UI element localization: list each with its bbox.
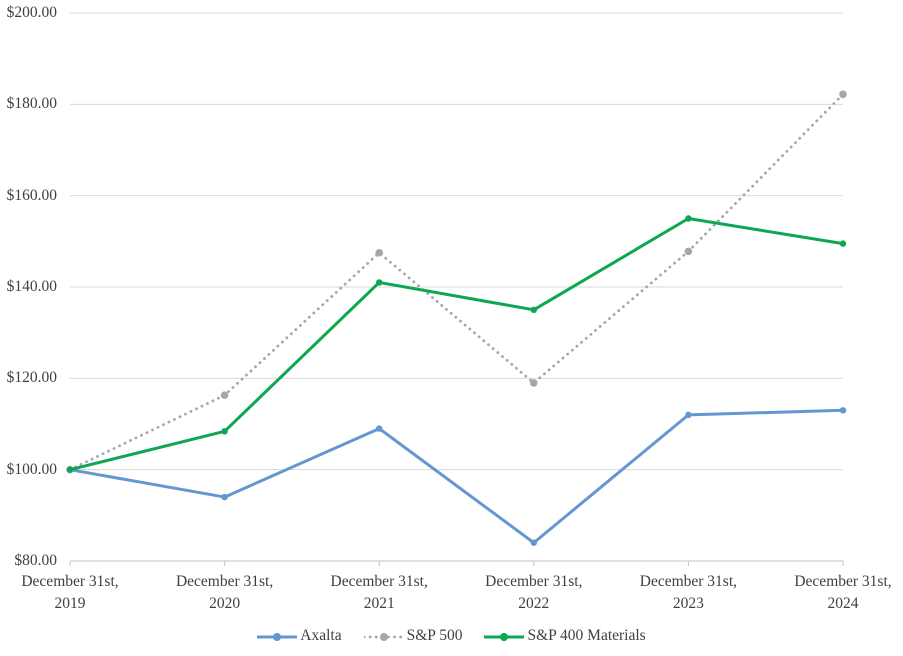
x-axis-category-label: December 31st, 2021 [330, 573, 428, 612]
y-axis-tick-label: $140.00 [6, 278, 57, 295]
x-axis-category-label: December 31st, 2019 [21, 573, 119, 612]
legend-item-sp400-materials: S&P 400 Materials [484, 627, 646, 645]
axalta-line-icon [257, 630, 298, 642]
legend-label: S&P 400 Materials [527, 627, 646, 644]
sp500-dotted-line-icon [362, 630, 405, 642]
y-axis-tick-label: $100.00 [6, 460, 57, 478]
x-axis-category-label: December 31st, 2023 [639, 573, 738, 612]
sp400-materials-line-icon [484, 630, 525, 642]
legend-label: S&P 500 [406, 627, 463, 644]
x-axis-category-label: December 31st, 2020 [175, 573, 274, 612]
y-axis-tick-label: $180.00 [6, 95, 57, 113]
legend-item-axalta: Axalta [257, 627, 342, 645]
y-axis-tick-label: $80.00 [14, 552, 57, 569]
x-axis-category-label: December 31st, 2022 [485, 573, 583, 612]
legend: Axalta S&P 500 S&P 400 Materials [0, 624, 903, 648]
y-axis-tick-label: $120.00 [6, 369, 57, 387]
y-axis-tick-label: $200.00 [6, 4, 57, 21]
legend-label: Axalta [300, 627, 342, 644]
y-axis-tick-label: $160.00 [6, 186, 57, 204]
legend-item-sp500: S&P 500 [362, 627, 463, 645]
x-axis-category-label: December 31st, 2024 [794, 573, 892, 612]
